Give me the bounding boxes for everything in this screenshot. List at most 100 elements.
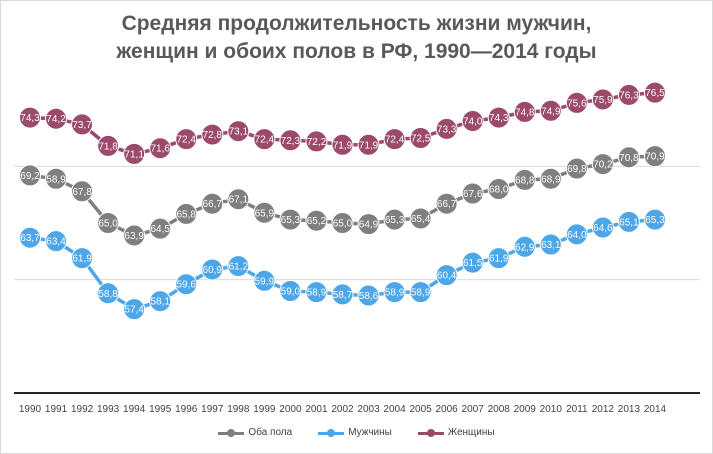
data-point-women[interactable] bbox=[331, 133, 354, 156]
legend-item-both[interactable]: Оба пола bbox=[218, 427, 292, 438]
data-point-women[interactable] bbox=[305, 130, 328, 153]
data-point-both[interactable] bbox=[643, 145, 666, 168]
data-point-women[interactable] bbox=[45, 107, 68, 130]
data-label-both: 67,8 bbox=[72, 187, 92, 198]
data-point-men[interactable] bbox=[513, 235, 536, 258]
data-point-both[interactable] bbox=[279, 208, 302, 231]
data-point-men[interactable] bbox=[565, 223, 588, 246]
data-point-men[interactable] bbox=[175, 273, 198, 296]
data-point-men[interactable] bbox=[461, 251, 484, 274]
data-point-both[interactable] bbox=[617, 146, 640, 169]
data-point-both[interactable] bbox=[357, 213, 380, 236]
data-point-women[interactable] bbox=[435, 117, 458, 140]
data-point-men[interactable] bbox=[409, 281, 432, 304]
data-point-both[interactable] bbox=[435, 192, 458, 215]
data-point-both[interactable] bbox=[565, 157, 588, 180]
data-point-both[interactable] bbox=[253, 201, 276, 224]
data-point-men[interactable] bbox=[97, 282, 120, 305]
data-point-both[interactable] bbox=[45, 167, 68, 190]
data-point-both[interactable] bbox=[513, 168, 536, 191]
data-point-both[interactable] bbox=[409, 207, 432, 230]
data-point-both[interactable] bbox=[461, 182, 484, 205]
data-point-women[interactable] bbox=[383, 128, 406, 151]
data-label-men: 63,1 bbox=[541, 240, 561, 251]
data-label-men: 64,0 bbox=[567, 230, 587, 241]
data-point-women[interactable] bbox=[617, 83, 640, 106]
data-label-women: 74,9 bbox=[541, 106, 561, 117]
data-point-women[interactable] bbox=[565, 91, 588, 114]
data-label-women: 74,2 bbox=[46, 114, 66, 125]
x-tick-label: 2009 bbox=[514, 404, 537, 415]
data-point-men[interactable] bbox=[71, 247, 94, 270]
data-label-women: 73,3 bbox=[437, 124, 457, 135]
data-point-women[interactable] bbox=[409, 127, 432, 149]
data-point-men[interactable] bbox=[539, 233, 562, 256]
data-point-men[interactable] bbox=[279, 280, 302, 302]
data-point-both[interactable] bbox=[71, 180, 94, 203]
data-point-men[interactable] bbox=[149, 290, 172, 313]
data-point-men[interactable] bbox=[617, 210, 640, 233]
data-point-both[interactable] bbox=[175, 202, 198, 225]
series-women: 74,3 74,2 73,7 71,8 71,1 71,6 72,4 72,8 73,1 72,4… bbox=[19, 81, 666, 165]
data-point-women[interactable] bbox=[123, 142, 146, 165]
data-point-both[interactable] bbox=[591, 153, 614, 176]
data-point-men[interactable] bbox=[253, 269, 276, 292]
data-point-both[interactable] bbox=[487, 178, 510, 200]
data-label-both: 65,0 bbox=[98, 219, 118, 230]
data-point-men[interactable] bbox=[331, 283, 354, 306]
data-label-both: 65,9 bbox=[255, 208, 275, 219]
data-point-men[interactable] bbox=[383, 281, 406, 304]
data-point-men[interactable] bbox=[123, 298, 146, 321]
data-point-men[interactable] bbox=[19, 226, 41, 249]
data-point-women[interactable] bbox=[201, 123, 224, 146]
x-tick-label: 2010 bbox=[540, 404, 563, 415]
data-point-both[interactable] bbox=[539, 167, 562, 190]
data-point-women[interactable] bbox=[539, 99, 562, 122]
data-point-men[interactable] bbox=[591, 216, 614, 239]
data-point-men[interactable] bbox=[357, 284, 380, 307]
data-point-women[interactable] bbox=[175, 128, 198, 151]
data-point-women[interactable] bbox=[149, 137, 172, 160]
data-point-both[interactable] bbox=[305, 209, 328, 232]
data-label-women: 72,3 bbox=[281, 136, 301, 147]
data-point-both[interactable] bbox=[227, 188, 250, 211]
data-point-both[interactable] bbox=[97, 212, 120, 234]
data-point-men[interactable] bbox=[305, 281, 328, 304]
data-point-women[interactable] bbox=[461, 110, 484, 132]
x-tick-label: 1995 bbox=[149, 404, 172, 415]
data-point-women[interactable] bbox=[97, 134, 120, 157]
data-point-women[interactable] bbox=[643, 81, 666, 104]
data-point-both[interactable] bbox=[201, 192, 224, 215]
data-point-women[interactable] bbox=[513, 100, 536, 123]
x-tick-label: 2006 bbox=[436, 404, 459, 415]
data-point-both[interactable] bbox=[149, 217, 172, 240]
data-point-men[interactable] bbox=[435, 264, 458, 287]
data-point-women[interactable] bbox=[591, 88, 614, 111]
data-point-men[interactable] bbox=[487, 247, 510, 270]
data-point-women[interactable] bbox=[253, 128, 276, 151]
data-label-women: 72,8 bbox=[203, 130, 223, 141]
x-tick-label: 2011 bbox=[566, 404, 588, 415]
data-label-men: 58,8 bbox=[98, 289, 118, 300]
data-point-men[interactable] bbox=[643, 208, 666, 231]
legend-item-women[interactable]: Женщины bbox=[417, 427, 495, 438]
data-point-both[interactable] bbox=[19, 164, 41, 187]
data-point-both[interactable] bbox=[383, 208, 406, 231]
data-point-men[interactable] bbox=[201, 258, 224, 281]
data-label-men: 58,6 bbox=[359, 291, 379, 302]
data-point-women[interactable] bbox=[487, 106, 510, 129]
data-point-both[interactable] bbox=[123, 224, 146, 247]
data-point-men[interactable] bbox=[227, 255, 250, 278]
x-tick-label: 2004 bbox=[383, 404, 406, 415]
data-point-both[interactable] bbox=[331, 212, 354, 234]
data-point-women[interactable] bbox=[279, 129, 302, 152]
x-tick-label: 1998 bbox=[227, 404, 250, 415]
x-tick-label: 2001 bbox=[305, 404, 328, 415]
data-point-men[interactable] bbox=[45, 230, 68, 253]
legend-item-men[interactable]: Мужчины bbox=[318, 427, 392, 438]
chart-title-line-1: Средняя продолжительность жизни мужчин, bbox=[121, 12, 592, 35]
data-point-women[interactable] bbox=[357, 133, 380, 156]
data-point-women[interactable] bbox=[227, 120, 250, 143]
data-point-women[interactable] bbox=[19, 106, 41, 129]
data-point-women[interactable] bbox=[71, 113, 94, 136]
